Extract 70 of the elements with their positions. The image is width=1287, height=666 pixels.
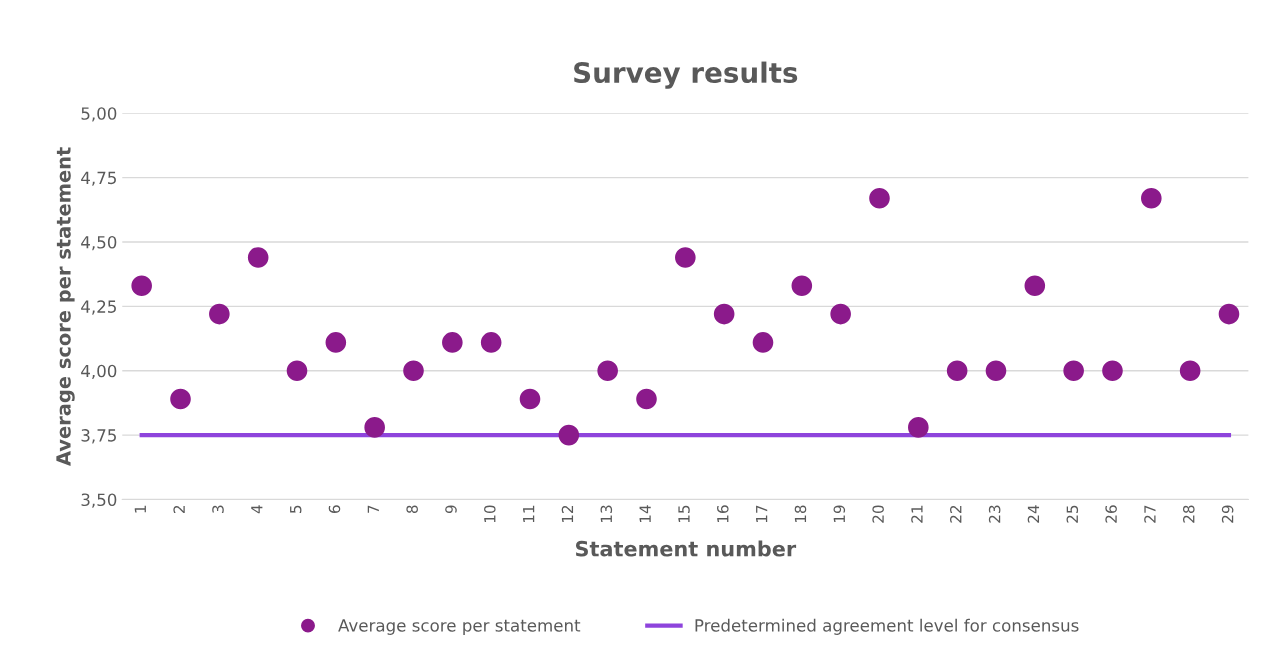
x-tick-label: 3 xyxy=(212,505,224,513)
x-axis-title: Statement number xyxy=(575,540,797,557)
point xyxy=(364,417,385,438)
point xyxy=(442,332,463,353)
point xyxy=(597,360,618,382)
y-tick-label: 3,75 xyxy=(81,429,116,444)
point xyxy=(985,360,1007,382)
point xyxy=(286,360,308,382)
x-tick-label: 15 xyxy=(678,505,690,523)
x-tick-label: 14 xyxy=(639,505,651,523)
y-tick-label: 4,50 xyxy=(81,235,117,251)
x-tick-label: 17 xyxy=(756,505,768,523)
x-tick-label: 21 xyxy=(911,505,923,523)
point xyxy=(1063,360,1084,382)
x-tick-label: 4 xyxy=(251,505,263,514)
x-tick-label: 23 xyxy=(988,505,1001,523)
x-tick-label: 7 xyxy=(367,505,379,513)
y-tick-label: 4,75 xyxy=(81,171,116,186)
x-tick-label: 25 xyxy=(1066,505,1079,523)
legend-label: Average score per statement xyxy=(338,619,581,635)
point xyxy=(752,332,774,353)
point xyxy=(131,275,152,297)
x-tick-label: 16 xyxy=(717,505,729,523)
x-tick-label: 12 xyxy=(561,505,574,523)
point xyxy=(636,388,657,410)
point xyxy=(869,187,890,209)
x-tick-label: 22 xyxy=(950,505,962,523)
point xyxy=(675,247,696,268)
y-axis-title: Average score per statement xyxy=(56,147,75,466)
point xyxy=(403,360,424,382)
y-tick-label: 4,25 xyxy=(81,300,116,315)
y-tick-label: 5,00 xyxy=(81,107,117,122)
x-tick-label: 8 xyxy=(406,505,418,514)
y-tick-label: 3,50 xyxy=(81,493,117,508)
point xyxy=(1141,187,1162,209)
point xyxy=(558,424,580,446)
x-tick-label: 2 xyxy=(173,505,185,513)
point xyxy=(325,332,347,353)
x-tick-label: 11 xyxy=(523,505,535,523)
point xyxy=(946,360,968,382)
x-tick-label: 28 xyxy=(1183,505,1195,523)
point xyxy=(1179,360,1201,382)
x-tick-label: 27 xyxy=(1144,505,1156,523)
point xyxy=(209,303,230,325)
x-tick-label: 19 xyxy=(833,505,846,523)
x-tick-label: 26 xyxy=(1105,505,1117,523)
x-tick-label: 29 xyxy=(1221,505,1234,523)
point xyxy=(480,332,502,353)
point xyxy=(1102,360,1123,382)
x-tick-label: 9 xyxy=(445,505,457,514)
x-tick-label: 24 xyxy=(1027,505,1040,523)
x-tick-label: 18 xyxy=(794,505,807,523)
x-tick-label: 13 xyxy=(600,505,613,523)
y-tick-label: 4,00 xyxy=(81,364,117,380)
x-tick-label: 10 xyxy=(484,505,496,523)
point xyxy=(1218,303,1240,325)
point xyxy=(830,303,851,325)
legend-label: Predetermined agreement level for consensus xyxy=(695,618,1079,635)
x-tick-label: 20 xyxy=(872,505,884,523)
point xyxy=(1024,275,1046,297)
x-tick-label: 6 xyxy=(328,505,341,514)
point xyxy=(170,388,191,410)
x-tick-label: 1 xyxy=(134,505,146,513)
point xyxy=(713,303,735,325)
x-tick-label: 5 xyxy=(290,505,302,513)
point xyxy=(519,388,541,410)
chart-title: Survey results xyxy=(574,61,798,89)
point xyxy=(908,417,929,438)
point xyxy=(791,275,813,297)
point xyxy=(247,247,269,268)
